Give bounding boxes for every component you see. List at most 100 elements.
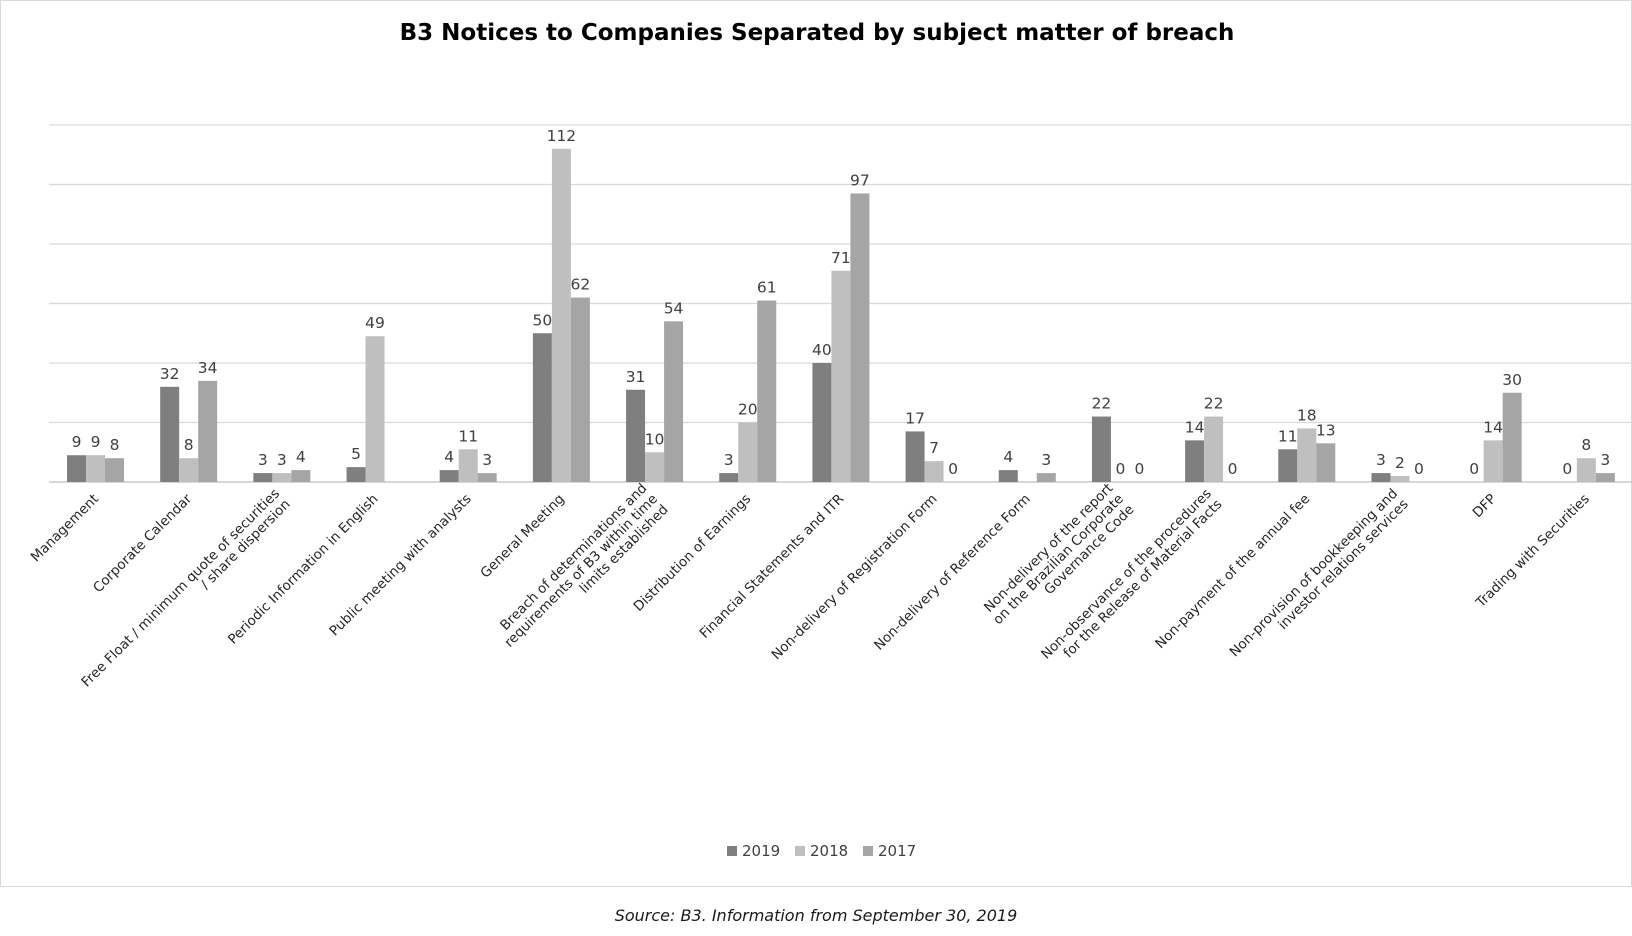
bar-2019-13 (1278, 449, 1298, 482)
bar-2019-8 (812, 363, 832, 482)
category-label-line: Management (28, 491, 102, 565)
data-label-2018-2: 3 (277, 451, 287, 469)
chart-frame: B3 Notices to Companies Separated by sub… (0, 0, 1632, 887)
bar-2019-4 (439, 470, 459, 482)
data-label-2018-15: 14 (1483, 418, 1503, 436)
bar-2017-13 (1316, 443, 1336, 482)
category-label-line: Non-delivery of Registration Form (768, 491, 940, 663)
bar-2018-6 (645, 452, 665, 482)
data-label-2018-14: 2 (1395, 454, 1405, 472)
bar-2018-3 (365, 336, 385, 482)
bar-2019-12 (1185, 440, 1205, 482)
legend: 2019 2018 2017 (727, 842, 916, 860)
data-label-2018-9: 7 (929, 439, 939, 457)
data-label-2017-8: 97 (850, 171, 870, 189)
bar-2017-10 (1036, 473, 1056, 482)
data-label-2017-9: 0 (948, 460, 958, 478)
data-label-2019-14: 3 (1376, 451, 1386, 469)
legend-swatch-2018 (795, 846, 805, 856)
data-label-2017-12: 0 (1228, 460, 1238, 478)
bar-2019-14 (1371, 473, 1391, 482)
legend-swatch-2019 (727, 846, 737, 856)
data-label-2019-13: 11 (1278, 427, 1298, 445)
data-label-2018-13: 18 (1297, 406, 1317, 424)
data-label-2017-15: 30 (1502, 371, 1522, 389)
bar-2018-9 (924, 461, 944, 482)
chart-title: B3 Notices to Companies Separated by sub… (400, 20, 1235, 46)
data-label-2019-15: 0 (1469, 460, 1479, 478)
data-label-2018-5: 112 (547, 127, 577, 145)
data-label-2019-2: 3 (258, 451, 268, 469)
data-label-2017-2: 4 (296, 448, 306, 466)
chart-svg: B3 Notices to Companies Separated by sub… (28, 20, 1632, 860)
category-label-line: Non-delivery of Reference Form (871, 491, 1034, 654)
bar-2018-16 (1576, 458, 1596, 482)
bar-2017-4 (477, 473, 497, 482)
data-label-2018-6: 10 (645, 430, 665, 448)
legend-label-2019: 2019 (742, 842, 780, 860)
bar-2018-14 (1390, 476, 1410, 482)
bar-2017-6 (664, 321, 684, 482)
bar-2018-15 (1483, 440, 1503, 482)
data-label-2017-7: 61 (757, 279, 777, 297)
bar-2019-2 (253, 473, 273, 482)
category-label-9: Non-delivery of Registration Form (768, 491, 940, 663)
bar-2017-16 (1595, 473, 1615, 482)
bar-2018-0 (86, 455, 105, 482)
bar-2017-15 (1502, 392, 1522, 482)
legend-swatch-2017 (863, 846, 873, 856)
data-label-2019-8: 40 (812, 341, 832, 359)
bar-2019-11 (1091, 416, 1111, 482)
bar-2018-12 (1204, 416, 1224, 482)
data-label-2017-0: 8 (110, 436, 120, 454)
data-label-2017-10: 3 (1041, 451, 1051, 469)
data-label-2019-0: 9 (72, 433, 82, 451)
data-label-2017-16: 3 (1600, 451, 1610, 469)
category-label-2: Free Float / minimum quote of securities… (78, 486, 293, 691)
data-label-2018-11: 0 (1116, 460, 1126, 478)
bar-2017-8 (850, 193, 870, 483)
bar-2018-13 (1297, 428, 1317, 482)
bar-2019-7 (719, 473, 739, 482)
bar-2019-1 (160, 386, 180, 482)
category-label-line: DFP (1470, 491, 1500, 521)
category-label-14: Non-provision of bookkeeping andinvestor… (1227, 486, 1412, 661)
data-label-2018-8: 71 (831, 249, 851, 267)
legend-label-2018: 2018 (810, 842, 848, 860)
bar-2019-5 (532, 333, 552, 482)
data-label-2017-1: 34 (198, 359, 218, 377)
bar-2017-1 (198, 380, 218, 482)
bar-2019-0 (67, 455, 86, 482)
bars (67, 148, 1615, 483)
bar-2018-2 (272, 473, 292, 482)
data-label-2018-7: 20 (738, 401, 758, 419)
data-label-2018-3: 49 (365, 314, 385, 332)
data-label-2019-16: 0 (1562, 460, 1572, 478)
bar-2018-4 (458, 449, 478, 482)
category-label-0: Management (28, 491, 102, 565)
data-label-2019-6: 31 (626, 368, 646, 386)
data-label-2019-1: 32 (160, 365, 180, 383)
bar-2018-7 (738, 422, 758, 482)
data-label-2018-16: 8 (1581, 436, 1591, 454)
data-label-2019-5: 50 (533, 311, 553, 329)
data-label-2019-4: 4 (444, 448, 454, 466)
category-label-6: Breach of determinations andrequirements… (497, 480, 672, 650)
bar-2017-5 (570, 297, 590, 482)
bar-2019-9 (905, 431, 925, 482)
data-label-2017-6: 54 (664, 299, 684, 317)
data-label-2017-5: 62 (571, 276, 591, 294)
bar-2017-2 (291, 470, 311, 482)
data-label-2018-1: 8 (184, 436, 194, 454)
data-label-2018-0: 9 (91, 433, 101, 451)
bar-2017-0 (105, 458, 124, 482)
bar-2019-10 (998, 470, 1018, 482)
bar-2018-5 (551, 148, 571, 483)
bar-2019-6 (626, 389, 646, 482)
bar-2019-3 (346, 467, 366, 482)
data-label-2018-12: 22 (1204, 395, 1224, 413)
category-label-15: DFP (1470, 491, 1500, 521)
data-label-2017-11: 0 (1135, 460, 1145, 478)
